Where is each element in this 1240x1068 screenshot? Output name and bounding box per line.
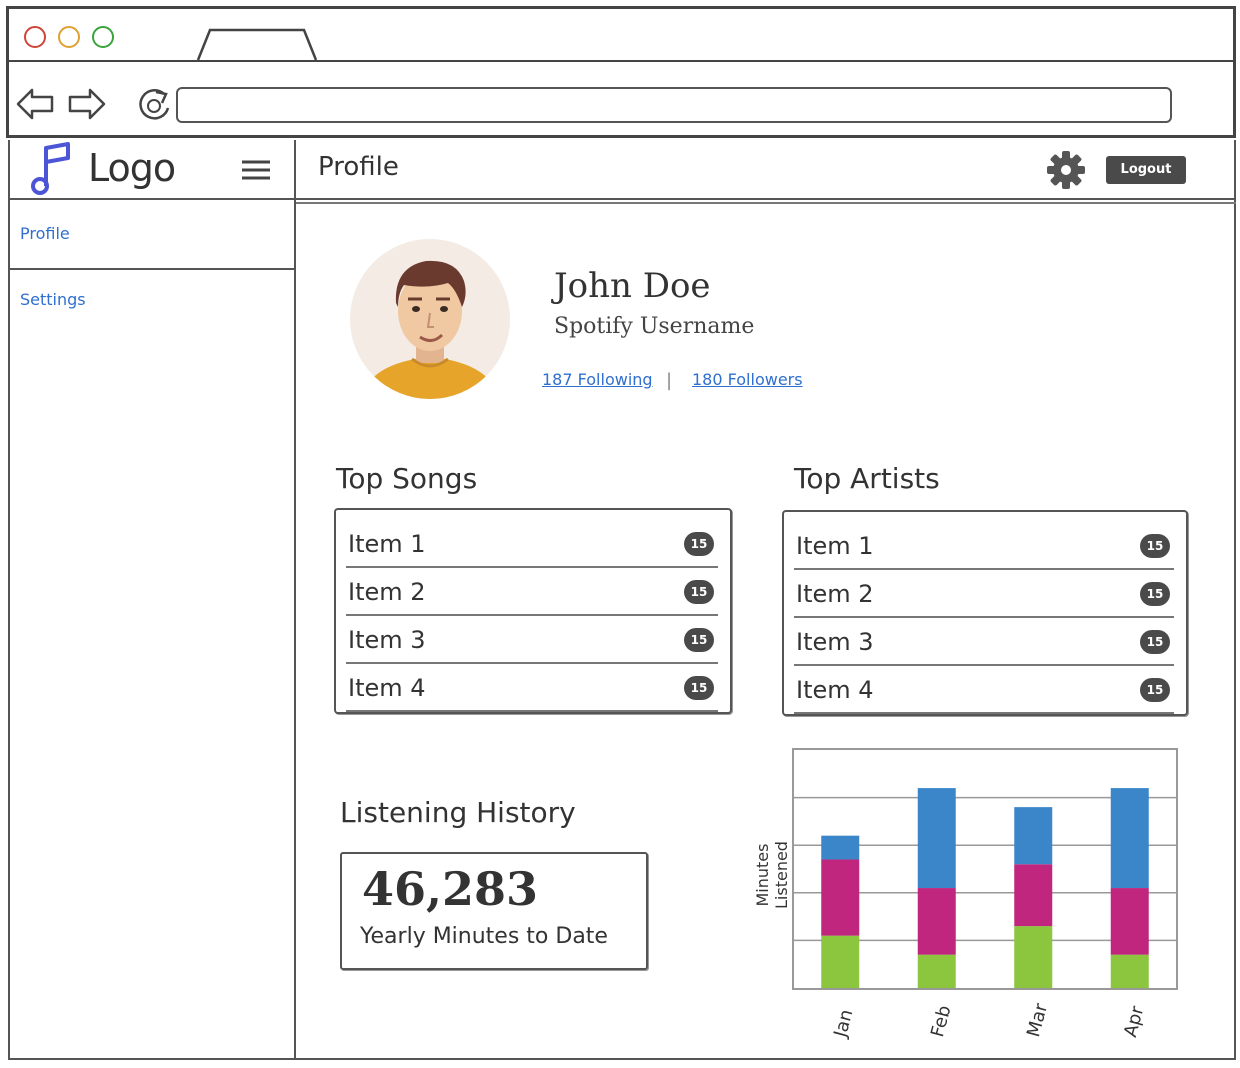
minutes-value: 46,283 [362,862,539,916]
hamburger-menu-icon[interactable] [240,158,272,184]
list-item-badge: 15 [1140,534,1170,558]
list-item-label: Item 2 [348,578,426,606]
chart-bar-segment [1110,888,1149,955]
list-item[interactable]: Item 3 15 [346,616,718,664]
list-item-badge: 15 [684,532,714,556]
list-item-label: Item 3 [348,626,426,654]
list-item[interactable]: Item 3 15 [794,618,1174,666]
minimize-window-button[interactable] [58,26,80,48]
browser-window [6,6,1236,138]
header-divider [8,198,1236,200]
minutes-label: Yearly Minutes to Date [360,924,608,949]
address-bar[interactable] [176,87,1172,123]
list-item-label: Item 1 [796,532,874,560]
chart-bar-segment [1110,788,1149,889]
reload-icon[interactable] [134,86,174,124]
list-item-badge: 15 [684,580,714,604]
forward-arrow-icon[interactable] [66,86,108,122]
following-link[interactable]: 187 Following [542,370,653,389]
chart-bar-segment [821,835,860,860]
sidebar-item-settings[interactable]: Settings [20,290,86,309]
list-item[interactable]: Item 4 15 [794,666,1174,714]
list-item-badge: 15 [1140,582,1170,606]
list-item-badge: 15 [1140,630,1170,654]
profile-name: John Doe [554,266,711,306]
app-frame [8,140,1236,1060]
list-item-label: Item 1 [348,530,426,558]
list-item-badge: 15 [1140,678,1170,702]
chart-bar-segment [1110,954,1149,988]
list-item-label: Item 4 [348,674,426,702]
list-item-label: Item 2 [796,580,874,608]
list-item[interactable]: Item 1 15 [794,522,1174,570]
top-artists-title: Top Artists [794,462,940,495]
back-arrow-icon[interactable] [16,86,56,122]
followers-link[interactable]: 180 Followers [692,370,803,389]
top-songs-title: Top Songs [336,462,478,495]
stats-separator: | [666,370,673,391]
close-window-button[interactable] [24,26,46,48]
chart-bar-segment [1014,864,1053,927]
list-item-label: Item 4 [796,676,874,704]
page-title: Profile [318,152,399,182]
sidebar-separator [8,268,294,270]
chart-bar-segment [917,888,956,955]
chart-bar-segment [821,859,860,936]
chart-bar-segment [1014,926,1053,988]
top-artists-list: Item 1 15 Item 2 15 Item 3 15 Item 4 15 [782,510,1188,716]
chart-bar-segment [1014,807,1053,865]
header-divider-shadow [296,202,1236,204]
browser-titlebar [6,6,1236,62]
music-note-icon [31,142,70,195]
chart-bar-segment [821,935,860,988]
maximize-window-button[interactable] [92,26,114,48]
list-item-badge: 15 [684,676,714,700]
list-item-badge: 15 [684,628,714,652]
profile-username: Spotify Username [554,314,755,339]
listening-history-title: Listening History [340,796,576,829]
logo-text: Logo [88,146,176,190]
list-item[interactable]: Item 2 15 [794,570,1174,618]
avatar [350,239,510,399]
list-item[interactable]: Item 4 15 [346,664,718,712]
list-item[interactable]: Item 1 15 [346,520,718,568]
list-item[interactable]: Item 2 15 [346,568,718,616]
stacked-bar-chart [792,788,1178,988]
gear-icon[interactable] [1046,150,1086,190]
chart-bar-segment [917,788,956,889]
browser-tab[interactable] [196,26,322,62]
minutes-card [340,852,648,970]
top-songs-list: Item 1 15 Item 2 15 Item 3 15 Item 4 15 [334,508,732,714]
list-item-label: Item 3 [796,628,874,656]
logout-button[interactable]: Logout [1106,156,1186,184]
chart-y-axis-label: Minutes Listened [753,841,791,909]
chart-bar-segment [917,954,956,988]
sidebar-item-profile[interactable]: Profile [20,224,70,243]
sidebar-divider [294,140,296,1060]
